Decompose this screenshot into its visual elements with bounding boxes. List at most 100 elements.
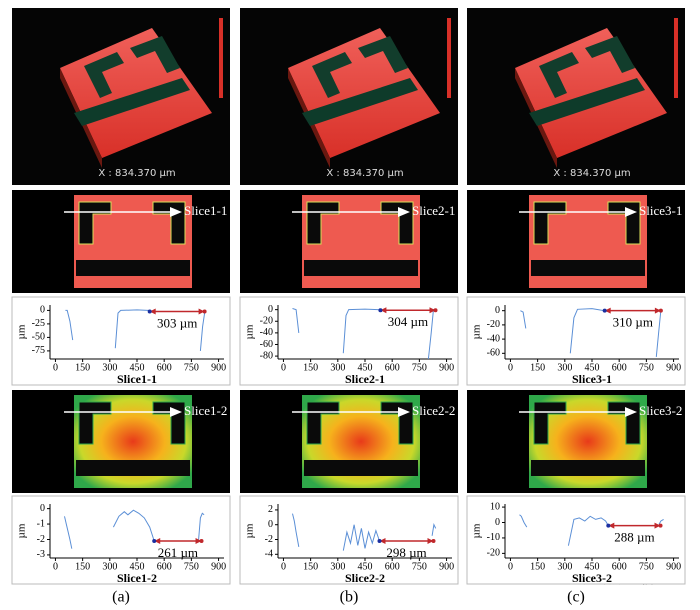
x-tick-label: 150	[303, 362, 318, 373]
topography-cutout	[130, 36, 180, 73]
span-label: 303 µm	[157, 315, 197, 330]
y-axis-label: µm	[471, 324, 483, 339]
y-tick-label: 0	[495, 305, 500, 316]
span-label: 288 µm	[614, 530, 654, 545]
panel-label: (a)	[112, 589, 130, 606]
x-tick-label: 600	[157, 362, 172, 373]
arrow-head	[149, 308, 156, 315]
y-tick-label: 10	[490, 501, 500, 512]
span-end	[658, 523, 663, 528]
chart-frame	[11, 495, 231, 585]
x-axis-label: Slice1-2	[117, 571, 157, 585]
color-scale	[447, 18, 451, 98]
x-tick-label: 450	[130, 362, 145, 373]
slice-label: Slice1-1	[184, 203, 227, 218]
span-end	[147, 309, 152, 314]
x-caption: X : 834.370 µm	[98, 168, 175, 179]
y-tick-label: -25	[32, 318, 45, 329]
span-end	[606, 523, 611, 528]
span-end	[199, 539, 204, 544]
x-tick-label: 750	[184, 561, 199, 572]
x-tick-label: 300	[102, 561, 117, 572]
x-tick-label: 0	[53, 561, 58, 572]
y-tick-label: -3	[37, 549, 45, 560]
y-axis-label: µm	[244, 523, 256, 538]
x-tick-label: 450	[358, 561, 373, 572]
x-tick-label: 600	[385, 362, 400, 373]
arrow-head	[604, 307, 611, 314]
span-end	[431, 538, 436, 543]
slice-label: Slice1-2	[184, 403, 227, 418]
x-tick-label: 900	[666, 561, 681, 572]
color-scale	[219, 18, 223, 98]
x-tick-label: 900	[211, 561, 226, 572]
x-tick-label: 600	[157, 561, 172, 572]
x-tick-label: 300	[557, 561, 572, 572]
topography-trench	[302, 78, 418, 126]
slice-label: Slice3-2	[639, 403, 682, 418]
span-label: 261 µm	[158, 545, 198, 560]
span-end	[377, 538, 382, 543]
topography-trench	[74, 78, 190, 126]
x-tick-label: 300	[330, 561, 345, 572]
arrow-head	[427, 537, 434, 544]
x-caption: X : 834.370 µm	[553, 168, 630, 179]
topography-cutout	[358, 36, 408, 73]
color-scale	[674, 18, 678, 98]
y-tick-label: -20	[260, 316, 273, 327]
arrow-head	[198, 308, 205, 315]
y-tick-label: -75	[32, 345, 45, 356]
x-tick-label: 0	[281, 362, 286, 373]
cutout	[531, 260, 645, 276]
cutout	[304, 460, 418, 476]
x-tick-label: 0	[281, 561, 286, 572]
slice-label: Slice3-1	[639, 203, 682, 218]
topography-trench	[529, 78, 645, 126]
x-tick-label: 450	[585, 362, 600, 373]
x-tick-label: 0	[508, 561, 513, 572]
topography-cutout	[312, 52, 352, 98]
span-end	[378, 308, 383, 313]
y-tick-label: -2	[37, 534, 45, 545]
x-tick-label: 900	[439, 362, 454, 373]
cutout	[76, 260, 190, 276]
y-tick-label: -80	[260, 350, 273, 361]
x-axis-label: Slice1-1	[117, 372, 157, 386]
span-end	[658, 308, 663, 313]
span-end	[202, 309, 207, 314]
y-tick-label: -40	[260, 327, 273, 338]
arrow-head	[380, 307, 387, 314]
x-axis-label: Slice2-1	[345, 372, 385, 386]
y-tick-label: -50	[32, 332, 45, 343]
x-axis-label: Slice2-2	[345, 571, 385, 585]
x-tick-label: 750	[412, 362, 427, 373]
x-tick-label: 150	[75, 561, 90, 572]
slice-label: Slice2-2	[412, 403, 455, 418]
y-tick-label: -10	[487, 532, 500, 543]
x-tick-label: 450	[358, 362, 373, 373]
slice-arrow	[398, 207, 410, 217]
x-tick-label: 750	[639, 561, 654, 572]
x-tick-label: 750	[412, 561, 427, 572]
x-tick-label: 750	[184, 362, 199, 373]
panel-label: (b)	[340, 589, 359, 606]
arrow-head	[379, 537, 386, 544]
y-tick-label: -2	[265, 534, 273, 545]
slice-arrow	[170, 407, 182, 417]
y-tick-label: 0	[268, 304, 273, 315]
slice-arrow	[625, 207, 637, 217]
y-tick-label: -20	[487, 548, 500, 559]
chart-frame	[466, 495, 686, 585]
x-tick-label: 150	[75, 362, 90, 373]
arrow-head	[654, 307, 661, 314]
x-tick-label: 750	[639, 362, 654, 373]
topography-cutout	[84, 52, 124, 98]
x-axis-label: Slice3-2	[572, 571, 612, 585]
y-tick-label: 2	[268, 504, 273, 515]
span-end	[152, 539, 157, 544]
slice-arrow	[170, 207, 182, 217]
y-tick-label: -4	[265, 549, 273, 560]
y-tick-label: 0	[40, 305, 45, 316]
slice-label: Slice2-1	[412, 203, 455, 218]
y-axis-label: µm	[471, 523, 483, 538]
